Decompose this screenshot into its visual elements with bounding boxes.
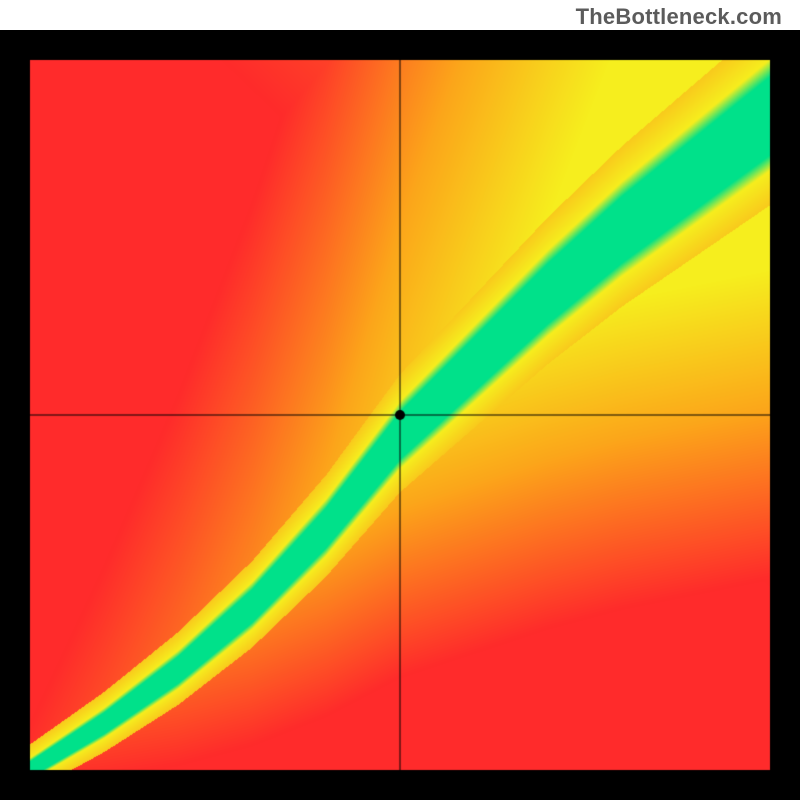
attribution-label: TheBottleneck.com: [576, 4, 782, 30]
chart-container: TheBottleneck.com: [0, 0, 800, 800]
bottleneck-heatmap: [0, 30, 800, 800]
